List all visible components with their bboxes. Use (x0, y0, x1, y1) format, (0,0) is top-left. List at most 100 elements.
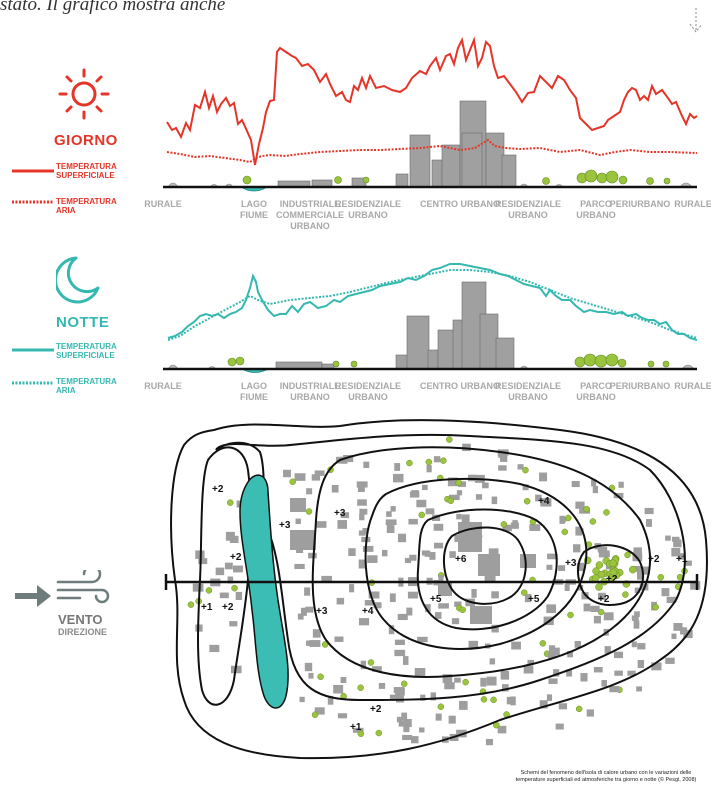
isotherm-plus3 (311, 446, 651, 678)
map-building (327, 695, 334, 705)
day-zone-label: PERIURBANO (609, 199, 671, 209)
map-building (331, 484, 339, 493)
map-building (637, 643, 646, 650)
map-building (500, 670, 510, 680)
map-tree (187, 601, 195, 608)
map-tree (400, 680, 408, 688)
map-building-large (458, 522, 482, 552)
arrow-right-icon (15, 585, 51, 607)
map-building (601, 680, 607, 687)
map-tree (447, 497, 455, 505)
map-building (631, 615, 639, 621)
map-building (294, 563, 305, 570)
map-building (510, 696, 516, 706)
map-building-large (470, 606, 492, 624)
map-building (500, 455, 508, 462)
map-building (422, 484, 428, 491)
map-building (511, 641, 521, 650)
map-building (397, 533, 407, 543)
map-building (651, 662, 662, 671)
day-surface-legend-line (12, 169, 54, 173)
map-building (394, 463, 401, 471)
map-building (283, 469, 291, 478)
map-building (614, 670, 623, 676)
map-building (348, 548, 356, 556)
isotherm-plus2-left (197, 446, 252, 706)
map-building (340, 512, 350, 519)
map-building-large (290, 498, 306, 512)
night-air-legend-line (12, 381, 54, 385)
map-building (564, 584, 570, 592)
map-tree (406, 459, 413, 467)
map-building (524, 593, 532, 603)
map-building (597, 592, 606, 600)
map-building (491, 624, 499, 633)
map-building (535, 494, 542, 502)
map-building (337, 713, 348, 719)
day-zone-label: CENTRO URBANO (420, 199, 500, 209)
map-building (357, 486, 365, 493)
map-building (312, 629, 321, 638)
map-building (468, 640, 479, 649)
isotherm-label: +3 (279, 520, 291, 531)
map-building (227, 576, 234, 584)
map-building (360, 660, 367, 670)
tree (617, 358, 627, 368)
map-building (425, 604, 431, 613)
map-building-large (478, 554, 500, 576)
night-zone-label: RESIDENZIALE URBANO (494, 381, 562, 402)
map-building (381, 549, 388, 557)
park-tree (595, 583, 603, 591)
isotherm-park (576, 544, 645, 606)
map-building (634, 611, 640, 618)
map-building (363, 461, 370, 468)
map-tree (289, 478, 296, 485)
map-building (426, 465, 432, 473)
map-building (340, 676, 347, 684)
day-title: GIORNO (54, 132, 118, 149)
isotherm-plus4 (364, 477, 588, 650)
night-legend-air: TEMPERATURA ARIA (56, 377, 117, 395)
day-zone-label: RURALE (674, 199, 711, 209)
map-building (449, 551, 456, 558)
map-building (547, 652, 557, 659)
map-building (456, 490, 463, 496)
isotherm-label: +2 (648, 554, 660, 565)
night-zone-label: LAGO FIUME (240, 381, 268, 402)
map-building (306, 640, 317, 646)
map-building (636, 686, 643, 692)
map-building (548, 678, 558, 684)
map-tree (462, 678, 469, 686)
wind-title: VENTO (58, 612, 103, 627)
map-building (409, 554, 417, 561)
map-tree (446, 436, 453, 443)
map-building (388, 625, 395, 635)
map-tree (522, 466, 529, 474)
map-building (219, 592, 229, 599)
tree (332, 360, 340, 368)
map-building (597, 546, 608, 553)
map-tree (375, 729, 383, 737)
night-legend-surface: TEMPERATURA SUPERFICIALE (56, 342, 117, 360)
map-building (546, 604, 557, 614)
map-tree (305, 508, 313, 515)
day-air-legend-line (12, 200, 54, 204)
isotherm-label: +2 (370, 704, 382, 715)
map-building (491, 591, 499, 599)
map-building (410, 736, 419, 744)
map-building (522, 484, 529, 491)
map-building (364, 600, 375, 606)
sun-icon (58, 68, 110, 120)
map-building-large (290, 530, 316, 550)
map-building (546, 694, 553, 701)
map-building (677, 553, 686, 560)
map-building (475, 494, 483, 500)
map-building (488, 548, 499, 556)
map-building (404, 557, 412, 564)
map-building (368, 591, 380, 599)
map-building (631, 641, 637, 648)
map-building (646, 519, 652, 527)
map-building (547, 553, 558, 560)
map-building (447, 477, 458, 487)
